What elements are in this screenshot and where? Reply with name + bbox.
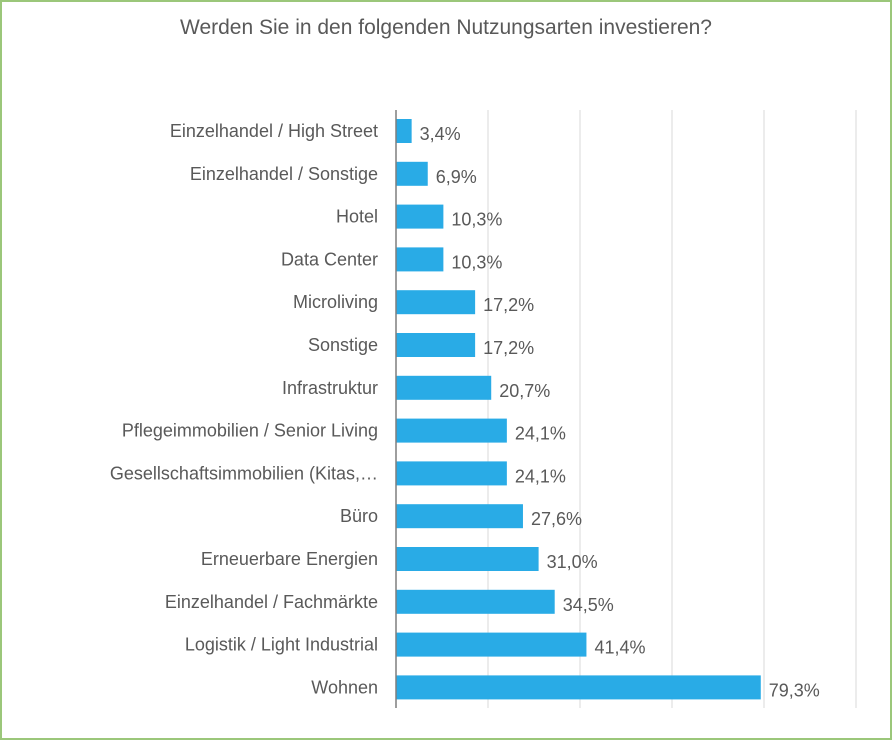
bar bbox=[396, 418, 507, 443]
bar bbox=[396, 333, 476, 357]
category-label: Einzelhandel / Sonstige bbox=[190, 164, 378, 184]
data-label: 20,7% bbox=[499, 381, 550, 401]
bar bbox=[396, 375, 492, 400]
category-label: Hotel bbox=[336, 207, 378, 227]
chart-title: Werden Sie in den folgenden Nutzungsarte… bbox=[180, 16, 712, 39]
category-label: Logistik / Light Industrial bbox=[185, 635, 378, 655]
category-label: Data Center bbox=[281, 249, 378, 269]
category-label: Microliving bbox=[293, 292, 378, 312]
category-label: Pflegeimmobilien / Senior Living bbox=[122, 421, 378, 441]
data-label: 24,1% bbox=[515, 466, 566, 486]
data-label: 17,2% bbox=[483, 338, 534, 358]
bar bbox=[396, 461, 507, 486]
bar bbox=[396, 161, 428, 186]
bar bbox=[396, 204, 444, 229]
bar bbox=[396, 632, 587, 657]
data-label: 27,6% bbox=[531, 509, 582, 529]
data-label: 34,5% bbox=[563, 595, 614, 615]
bar bbox=[396, 504, 523, 529]
data-label: 24,1% bbox=[515, 424, 566, 444]
data-label: 10,3% bbox=[451, 252, 502, 272]
data-label: 6,9% bbox=[436, 167, 477, 187]
category-label: Gesellschaftsimmobilien (Kitas,… bbox=[110, 463, 378, 483]
category-label: Erneuerbare Energien bbox=[201, 549, 378, 569]
category-label: Sonstige bbox=[308, 335, 378, 355]
data-label: 10,3% bbox=[451, 210, 502, 230]
data-label: 79,3% bbox=[769, 680, 820, 700]
category-label: Einzelhandel / High Street bbox=[170, 121, 378, 141]
bar bbox=[396, 247, 444, 272]
bar bbox=[396, 290, 476, 315]
data-label: 41,4% bbox=[594, 638, 645, 658]
category-label: Büro bbox=[340, 506, 378, 526]
bar bbox=[396, 589, 555, 614]
category-label: Einzelhandel / Fachmärkte bbox=[165, 592, 378, 612]
bar bbox=[396, 547, 539, 571]
bar bbox=[396, 675, 761, 700]
data-label: 31,0% bbox=[547, 552, 598, 572]
category-label: Infrastruktur bbox=[282, 378, 378, 398]
category-label: Wohnen bbox=[311, 677, 378, 697]
bar bbox=[396, 119, 412, 143]
data-label: 17,2% bbox=[483, 295, 534, 315]
data-label: 3,4% bbox=[420, 124, 461, 144]
